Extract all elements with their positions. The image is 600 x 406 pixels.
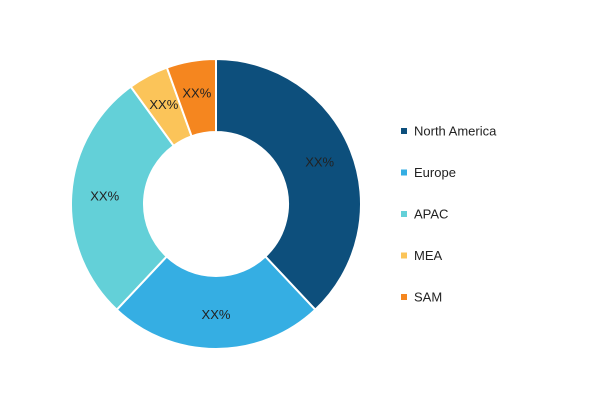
donut-slice [215, 57, 362, 312]
legend-swatch [401, 252, 407, 259]
data-label: XX% [202, 307, 231, 322]
legend-label: SAM [414, 289, 442, 304]
data-label: XX% [149, 97, 178, 112]
donut-slice [165, 57, 217, 138]
donut-slice [70, 85, 176, 312]
legend-label: APAC [414, 206, 448, 221]
data-label: XX% [305, 154, 334, 169]
legend-label: MEA [414, 248, 443, 263]
legend-swatch [401, 128, 407, 134]
legend-swatch [401, 169, 407, 176]
legend-swatch [401, 294, 407, 300]
legend-label: Europe [414, 165, 456, 180]
data-label: XX% [182, 86, 211, 101]
data-label: XX% [90, 188, 119, 203]
legend-label: North America [414, 123, 497, 138]
donut-slice [115, 255, 317, 350]
legend-swatch [401, 211, 407, 217]
